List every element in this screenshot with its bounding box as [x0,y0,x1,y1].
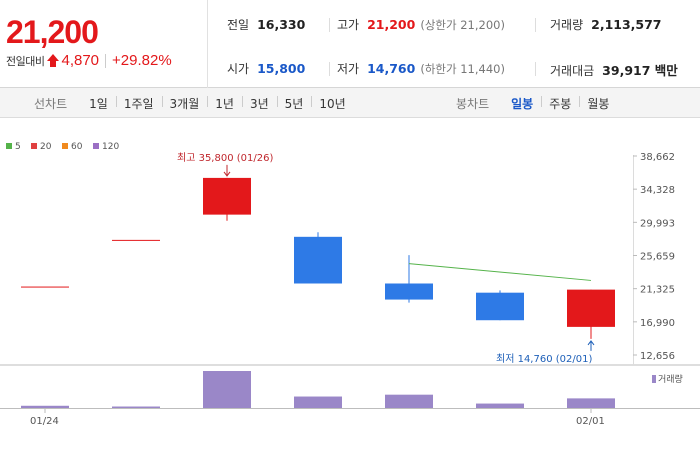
tab-monthly[interactable]: 월봉 [579,95,617,112]
y-tick-label: 38,662 [640,152,675,163]
legend-swatch [93,143,99,149]
stat-volume: 거래량 2,113,577 [550,16,662,33]
volume-bar [112,406,160,408]
candlestick-chart-svg: 5 20 60 120 38,662 34,328 29,993 25,659 21,325 1… [0,142,700,427]
volume-legend-label: 거래량 [658,373,683,385]
candles [21,177,615,339]
change-caption: 전일대비 [6,54,45,68]
stats-panel: 전일 16,330 고가 21,200 (상한가 21,200) 거래량 2,1… [209,0,700,88]
y-tick-label: 21,325 [640,285,675,296]
price-box: 21,200 전일대비 4,870 +29.82% [0,0,208,88]
tab-3m[interactable]: 3개월 [161,95,208,112]
candle-body [476,292,524,321]
volume-bar [567,398,615,408]
stat-label: 거래대금 [550,64,595,78]
x-axis: 01/24 02/01 [30,409,605,427]
candle-body [294,236,342,284]
candle-body [385,283,433,300]
stat-high: 고가 21,200 (상한가 21,200) [337,16,505,33]
stat-value: 21,200 [367,17,416,32]
x-tick-label: 02/01 [576,416,605,427]
volume-bar [385,394,433,408]
current-price: 21,200 [6,14,99,50]
change-row: 전일대비 4,870 +29.82% [6,52,172,69]
legend-swatch [6,143,12,149]
stat-amount: 거래대금 39,917 백만 [550,60,678,79]
stat-label: 거래량 [550,18,584,32]
arrow-down-icon [223,171,231,177]
candle-body [203,177,251,215]
arrow-up-icon [587,340,595,346]
y-tick-label: 25,659 [640,252,675,263]
stat-value: 2,113,577 [591,17,662,32]
stat-value: 14,760 [367,61,416,76]
line-chart-tabs: 선차트 1일 1주일 3개월 1년 3년 5년 10년 [34,88,354,118]
tab-weekly[interactable]: 주봉 [541,95,579,112]
stat-value: 15,800 [257,61,306,76]
volume-bar [476,403,524,408]
divider [535,62,536,76]
moving-average-lines [408,263,592,281]
candle-body [21,286,69,288]
stat-limit: (상한가 21,200) [420,18,505,32]
volume-legend-swatch [652,375,656,383]
stat-low: 저가 14,760 (하한가 11,440) [337,60,505,77]
tab-10y[interactable]: 10년 [311,95,353,112]
legend-swatch [31,143,37,149]
volume-bar [203,371,251,408]
volume-bar [21,405,69,408]
candle-body [112,239,160,241]
x-tick-label: 01/24 [30,416,59,427]
stat-limit: (하한가 11,440) [420,62,505,76]
legend-label: 60 [71,142,83,152]
legend-label: 5 [15,142,21,152]
price-chart: 5 20 60 120 38,662 34,328 29,993 25,659 21,325 1… [0,119,700,450]
stat-value: 39,917 백만 [602,63,678,78]
line-chart-label: 선차트 [34,96,68,111]
tab-1d[interactable]: 1일 [89,96,108,111]
stat-label: 고가 [337,18,360,32]
min-price-annotation: 최저 14,760 (02/01) [496,353,592,365]
divider [105,53,107,68]
divider [329,18,330,32]
ma-legend: 5 20 60 120 [6,142,119,152]
stat-prev-close: 전일 16,330 [227,16,305,33]
stat-label: 시가 [227,62,250,76]
y-axis: 38,662 34,328 29,993 25,659 21,325 16,990 12,6… [0,152,700,409]
stat-open: 시가 15,800 [227,60,305,77]
period-tab-bar: 선차트 1일 1주일 3개월 1년 3년 5년 10년 봉차트 일봉 주봉 월봉 [0,88,700,118]
stat-label: 저가 [337,62,360,76]
y-tick-label: 34,328 [640,185,675,196]
y-tick-label: 12,656 [640,351,675,362]
candle-chart-tabs: 봉차트 일봉 주봉 월봉 [456,88,617,118]
annotations: 최고 35,800 (01/26) 최저 14,760 (02/01) [177,152,595,365]
legend-label: 20 [40,142,52,152]
tab-daily[interactable]: 일봉 [511,96,534,111]
tab-1w[interactable]: 1주일 [115,95,162,112]
volume-bar [294,396,342,408]
tab-3y[interactable]: 3년 [241,95,277,112]
y-tick-label: 16,990 [640,318,675,329]
change-rate: +29.82% [112,52,172,69]
divider [535,18,536,32]
legend-label: 120 [102,142,119,152]
ma5-line [408,263,592,281]
max-price-annotation: 최고 35,800 (01/26) [177,152,273,164]
y-tick-label: 29,993 [640,218,675,229]
legend-swatch [62,143,68,149]
change-amount: 4,870 [61,52,100,69]
volume-bars: 거래량 [21,371,683,408]
candle-chart-label: 봉차트 [456,96,490,111]
stat-label: 전일 [227,18,250,32]
quote-header: 21,200 전일대비 4,870 +29.82% 전일 16,330 고가 2… [0,0,700,88]
stat-value: 16,330 [257,17,306,32]
arrow-up-icon [46,53,60,68]
candle-body [567,289,615,327]
tab-5y[interactable]: 5년 [276,95,312,112]
divider [329,62,330,76]
tab-1y[interactable]: 1년 [207,95,242,112]
